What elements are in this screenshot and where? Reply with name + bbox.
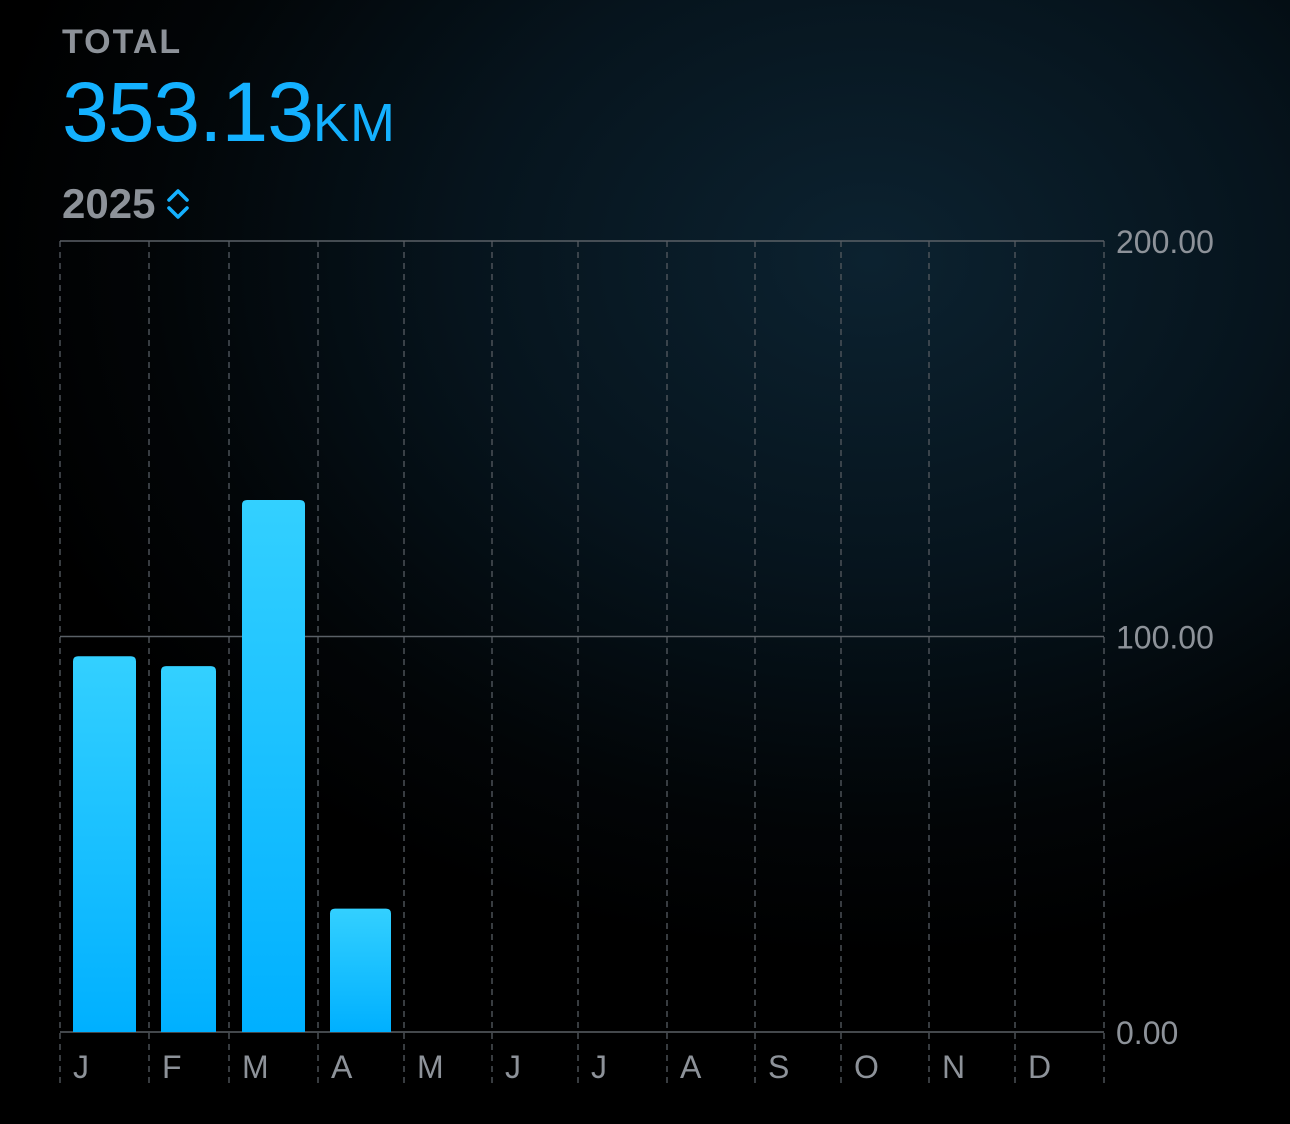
bar (330, 908, 391, 1032)
bar (242, 500, 305, 1032)
bar (73, 656, 136, 1032)
total-distance-value: 353.13 (62, 65, 314, 159)
chart-grid (59, 240, 1105, 1086)
chart-bars (73, 500, 391, 1032)
summary-header: TOTAL 353.13KM 2025 (62, 22, 396, 229)
total-value: 353.13KM (62, 64, 396, 171)
x-tick-label: A (680, 1049, 702, 1085)
x-tick-label: M (242, 1049, 269, 1085)
x-tick-label: A (331, 1049, 353, 1085)
year-picker[interactable]: 2025 (62, 179, 396, 229)
x-tick-label: M (417, 1049, 444, 1085)
x-tick-label: O (854, 1049, 879, 1085)
x-tick-label: N (942, 1049, 965, 1085)
y-tick-label: 0.00 (1116, 1015, 1178, 1051)
bar (161, 666, 216, 1032)
total-distance-unit: KM (312, 93, 396, 153)
x-tick-label: S (768, 1049, 789, 1085)
x-tick-label: J (505, 1049, 521, 1085)
chart-labels: 0.00 100.00 200.00 J F M A M J J A S O N D (73, 224, 1214, 1085)
x-tick-label: F (162, 1049, 182, 1085)
x-tick-label: D (1028, 1049, 1051, 1085)
y-tick-label: 200.00 (1116, 224, 1214, 260)
chevron-up-down-icon (167, 189, 190, 219)
y-tick-label: 100.00 (1116, 620, 1214, 656)
total-label: TOTAL (62, 23, 183, 61)
year-label: 2025 (62, 180, 156, 227)
x-tick-label: J (591, 1049, 607, 1085)
x-tick-label: J (73, 1049, 89, 1085)
